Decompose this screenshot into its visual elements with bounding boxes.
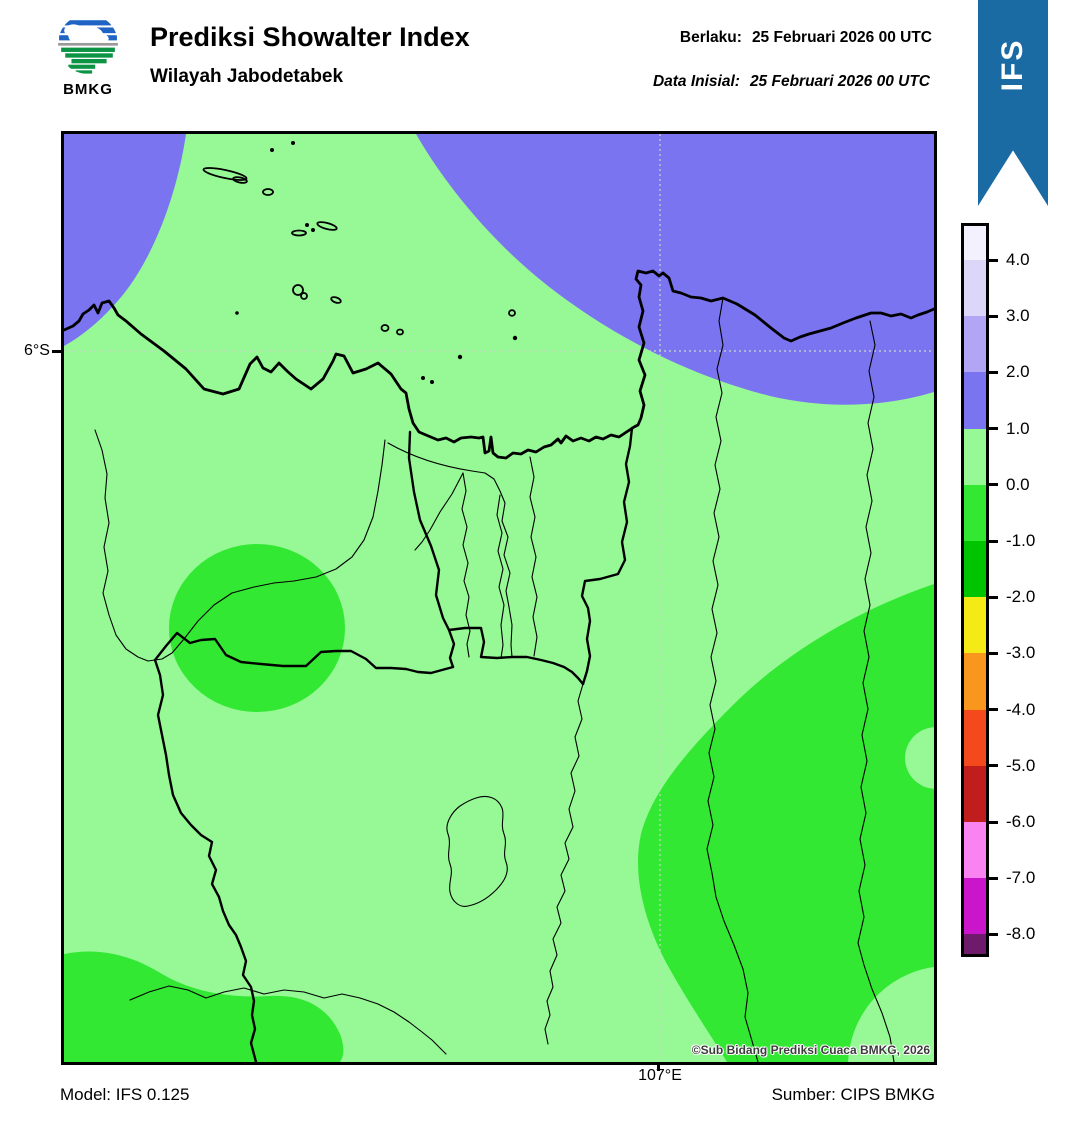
colorbar	[961, 223, 989, 957]
colorbar-tick	[989, 258, 998, 262]
colorbar-segment	[964, 540, 986, 598]
lat-axis-label: 6°S	[24, 342, 50, 359]
source-info: Sumber: CIPS BMKG	[771, 1085, 935, 1104]
model-ribbon-label: IFS	[996, 38, 1029, 92]
colorbar-tick-label: -3.0	[1006, 643, 1036, 663]
contour-green-southeast	[638, 584, 934, 1062]
colorbar-tick-label: -4.0	[1006, 699, 1036, 719]
colorbar-tick-label: -7.0	[1006, 868, 1036, 888]
colorbar-tick	[989, 764, 998, 768]
colorbar-segment	[964, 428, 986, 485]
colorbar-tick	[989, 539, 998, 543]
init-time-value: 25 Februari 2026 00 UTC	[749, 73, 930, 90]
lat-axis-tick	[52, 350, 61, 353]
colorbar-segment	[964, 372, 986, 429]
colorbar-tick	[989, 708, 998, 712]
admin-boundaries-thick	[153, 426, 634, 1062]
bmkg-logo: BMKG	[48, 13, 128, 98]
colorbar-tick-label: -6.0	[1006, 812, 1036, 831]
colorbar-tick	[989, 370, 998, 374]
map-frame: ©Sub Bidang Prediksi Cuaca BMKG, 2026	[61, 131, 937, 1065]
colorbar-tick	[989, 427, 998, 431]
colorbar-tick-label: 0.0	[1006, 474, 1030, 494]
colorbar-tick-label: -2.0	[1006, 587, 1036, 607]
contour-green-west-blob	[169, 544, 345, 712]
colorbar-segment	[964, 484, 986, 541]
contour-blue-topleft	[64, 134, 186, 346]
coastline-path	[64, 269, 934, 460]
colorbar-tick-label: 2.0	[1006, 362, 1030, 382]
contour-pale-notch-east	[905, 727, 934, 789]
islands	[202, 141, 518, 384]
colorbar-segment	[964, 821, 986, 879]
colorbar-segment	[964, 653, 986, 710]
contour-pale-notch-corner	[848, 967, 934, 1062]
colorbar-tick-label: 4.0	[1006, 250, 1030, 269]
colorbar-tick	[989, 595, 998, 599]
colorbar-tick	[989, 483, 998, 487]
colorbar-segment	[964, 765, 986, 822]
init-time-line: Data Inisial: 25 Februari 2026 00 UTC	[653, 73, 930, 91]
map-copyright: ©Sub Bidang Prediksi Cuaca BMKG, 2026	[691, 1043, 930, 1057]
lon-axis-tick	[657, 1063, 660, 1071]
colorbar-tick-label: -1.0	[1006, 531, 1036, 550]
map-canvas	[64, 134, 934, 1062]
colorbar-segment	[964, 260, 986, 317]
contour-blue-topright	[416, 134, 934, 405]
colorbar-segment	[964, 226, 986, 260]
init-time-label: Data Inisial:	[652, 73, 740, 90]
colorbar-segment	[964, 597, 986, 654]
valid-time-line: Berlaku: 25 Februari 2026 00 UTC	[680, 29, 932, 47]
page-subtitle: Wilayah Jabodetabek	[150, 66, 344, 87]
valid-time-label: Berlaku:	[679, 29, 742, 46]
colorbar-tick-label: -8.0	[1006, 924, 1036, 944]
colorbar-segment	[964, 934, 986, 955]
colorbar-tick	[989, 932, 998, 936]
colorbar-tick-label: -5.0	[1006, 755, 1036, 775]
colorbar-tick	[989, 876, 998, 880]
colorbar-tick-label: 3.0	[1006, 306, 1030, 326]
lon-axis-label: 107°E	[638, 1067, 682, 1084]
colorbar-tick	[989, 651, 998, 655]
graticule	[64, 134, 934, 1062]
colorbar-segment	[964, 316, 986, 373]
bmkg-logo-label: BMKG	[63, 81, 113, 98]
model-info: Model: IFS 0.125	[60, 1085, 190, 1104]
valid-time-value: 25 Februari 2026 00 UTC	[751, 29, 932, 46]
contour-green-southwest	[64, 951, 344, 1062]
colorbar-tick	[989, 314, 998, 318]
colorbar-tick-label: 1.0	[1006, 418, 1030, 438]
model-ribbon: IFS	[978, 0, 1048, 206]
colorbar-segment	[964, 878, 986, 935]
admin-boundaries-thin	[94, 297, 895, 1062]
bmkg-logo-icon	[58, 14, 118, 74]
page-title: Prediksi Showalter Index	[150, 22, 470, 52]
colorbar-tick	[989, 820, 998, 824]
colorbar-segment	[964, 709, 986, 766]
